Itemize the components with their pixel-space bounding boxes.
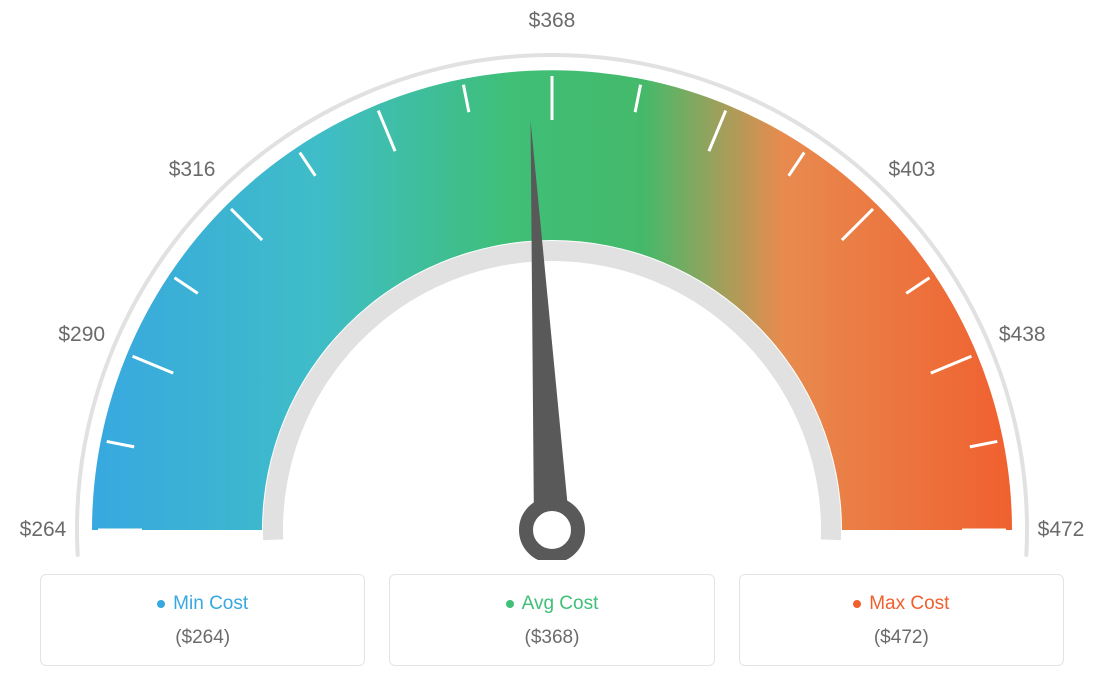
gauge-chart: $264 $290 $316 $368 $403 $438 $472 [0,0,1104,560]
legend-value-min: ($264) [53,627,352,649]
legend-value-avg: ($368) [402,627,701,649]
gauge-tick-label: $264 [20,518,67,542]
gauge-tick-label: $316 [169,158,216,182]
legend-dot-avg [506,600,514,608]
legend-dot-max [853,600,861,608]
legend-label-avg: Avg Cost [522,593,599,615]
legend-title-max: Max Cost [853,593,949,615]
legend-title-min: Min Cost [157,593,248,615]
legend-label-max: Max Cost [869,593,949,615]
legend-label-min: Min Cost [173,593,248,615]
legend-value-max: ($472) [752,627,1051,649]
legend-card-max: Max Cost ($472) [739,574,1064,666]
gauge-svg [0,0,1104,560]
legend-dot-min [157,600,165,608]
legend-card-avg: Avg Cost ($368) [389,574,714,666]
gauge-tick-label: $368 [529,9,576,33]
gauge-tick-label: $403 [889,158,936,182]
legend-title-avg: Avg Cost [506,593,599,615]
gauge-tick-label: $438 [999,323,1046,347]
legend-card-min: Min Cost ($264) [40,574,365,666]
gauge-tick-label: $472 [1038,518,1085,542]
gauge-tick-label: $290 [58,323,105,347]
legend-row: Min Cost ($264) Avg Cost ($368) Max Cost… [0,574,1104,666]
